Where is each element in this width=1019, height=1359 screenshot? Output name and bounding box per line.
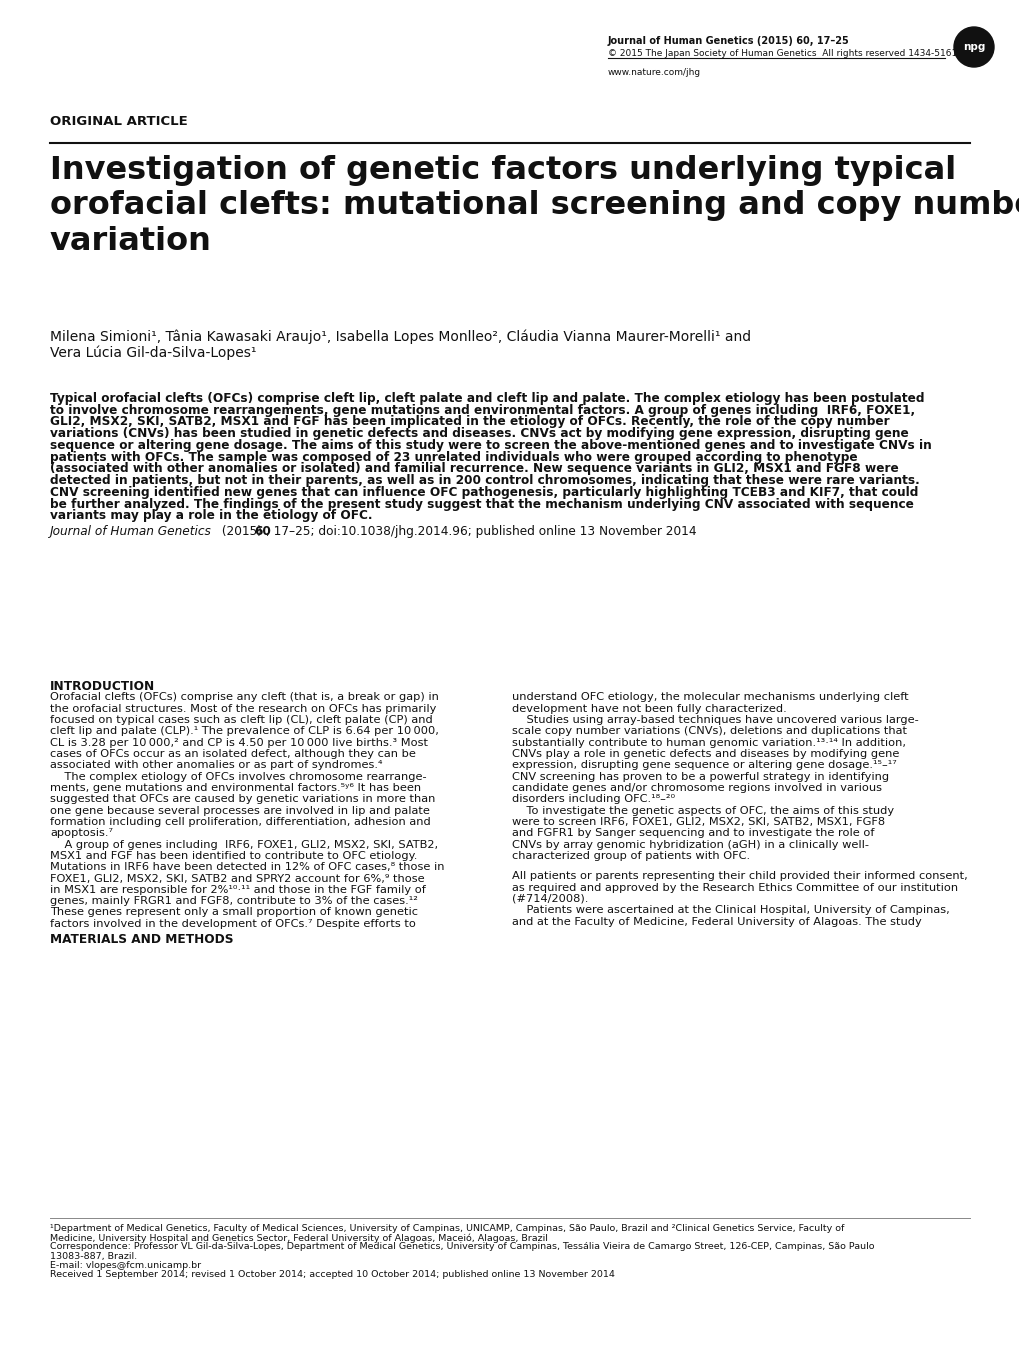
Text: Typical orofacial clefts (OFCs) comprise cleft lip, cleft palate and cleft lip a: Typical orofacial clefts (OFCs) comprise… (50, 391, 923, 405)
Text: formation including cell proliferation, differentiation, adhesion and: formation including cell proliferation, … (50, 817, 430, 826)
Text: and at the Faculty of Medicine, Federal University of Alagoas. The study: and at the Faculty of Medicine, Federal … (512, 916, 921, 927)
Text: understand OFC etiology, the molecular mechanisms underlying cleft: understand OFC etiology, the molecular m… (512, 693, 908, 703)
Text: These genes represent only a small proportion of known genetic: These genes represent only a small propo… (50, 908, 418, 917)
Text: patients with OFCs. The sample was composed of 23 unrelated individuals who were: patients with OFCs. The sample was compo… (50, 451, 857, 463)
Text: All patients or parents representing their child provided their informed consent: All patients or parents representing the… (512, 871, 967, 881)
Text: 60: 60 (254, 525, 271, 538)
Text: disorders including OFC.¹⁸–²⁰: disorders including OFC.¹⁸–²⁰ (512, 794, 675, 805)
Text: Medicine, University Hospital and Genetics Sector, Federal University of Alagoas: Medicine, University Hospital and Geneti… (50, 1233, 547, 1242)
Text: cleft lip and palate (CLP).¹ The prevalence of CLP is 6.64 per 10 000,: cleft lip and palate (CLP).¹ The prevale… (50, 727, 438, 737)
Text: Studies using array-based techniques have uncovered various large-: Studies using array-based techniques hav… (512, 715, 918, 726)
Text: expression, disrupting gene sequence or altering gene dosage.¹⁵–¹⁷: expression, disrupting gene sequence or … (512, 760, 896, 771)
Text: variants may play a role in the etiology of OFC.: variants may play a role in the etiology… (50, 510, 372, 522)
Text: GLI2, MSX2, SKI, SATB2, MSX1 and FGF has been implicated in the etiology of OFCs: GLI2, MSX2, SKI, SATB2, MSX1 and FGF has… (50, 416, 889, 428)
Text: MATERIALS AND METHODS: MATERIALS AND METHODS (50, 934, 233, 946)
Text: were to screen IRF6, FOXE1, GLI2, MSX2, SKI, SATB2, MSX1, FGF8: were to screen IRF6, FOXE1, GLI2, MSX2, … (512, 817, 884, 826)
Text: The complex etiology of OFCs involves chromosome rearrange-: The complex etiology of OFCs involves ch… (50, 772, 426, 781)
Text: associated with other anomalies or as part of syndromes.⁴: associated with other anomalies or as pa… (50, 760, 382, 771)
Text: ORIGINAL ARTICLE: ORIGINAL ARTICLE (50, 116, 187, 128)
Text: Journal of Human Genetics (2015) 60, 17–25: Journal of Human Genetics (2015) 60, 17–… (607, 35, 849, 46)
Text: (2015): (2015) (218, 525, 266, 538)
Text: apoptosis.⁷: apoptosis.⁷ (50, 828, 113, 839)
Text: be further analyzed. The findings of the present study suggest that the mechanis: be further analyzed. The findings of the… (50, 497, 913, 511)
Text: development have not been fully characterized.: development have not been fully characte… (512, 704, 786, 713)
Text: To investigate the genetic aspects of OFC, the aims of this study: To investigate the genetic aspects of OF… (512, 806, 894, 815)
Text: ¹Department of Medical Genetics, Faculty of Medical Sciences, University of Camp: ¹Department of Medical Genetics, Faculty… (50, 1224, 844, 1233)
Text: , 17–25; doi:10.1038/jhg.2014.96; published online 13 November 2014: , 17–25; doi:10.1038/jhg.2014.96; publis… (266, 525, 696, 538)
Text: FOXE1, GLI2, MSX2, SKI, SATB2 and SPRY2 account for 6%,⁹ those: FOXE1, GLI2, MSX2, SKI, SATB2 and SPRY2 … (50, 874, 424, 883)
Text: CNVs by array genomic hybridization (aGH) in a clinically well-: CNVs by array genomic hybridization (aGH… (512, 840, 868, 849)
Text: E-mail: vlopes@fcm.unicamp.br: E-mail: vlopes@fcm.unicamp.br (50, 1261, 201, 1269)
Text: CNVs play a role in genetic defects and diseases by modifying gene: CNVs play a role in genetic defects and … (512, 749, 899, 760)
Text: CNV screening identified new genes that can influence OFC pathogenesis, particul: CNV screening identified new genes that … (50, 487, 917, 499)
Text: npg: npg (962, 42, 984, 52)
Text: 13083-887, Brazil.: 13083-887, Brazil. (50, 1252, 137, 1261)
Text: © 2015 The Japan Society of Human Genetics  All rights reserved 1434-5161/15: © 2015 The Japan Society of Human Geneti… (607, 49, 971, 58)
Text: CNV screening has proven to be a powerful strategy in identifying: CNV screening has proven to be a powerfu… (512, 772, 889, 781)
Text: in MSX1 are responsible for 2%¹⁰·¹¹ and those in the FGF family of: in MSX1 are responsible for 2%¹⁰·¹¹ and … (50, 885, 426, 894)
Text: sequence or altering gene dosage. The aims of this study were to screen the abov: sequence or altering gene dosage. The ai… (50, 439, 930, 453)
Text: characterized group of patients with OFC.: characterized group of patients with OFC… (512, 851, 749, 860)
Text: Orofacial clefts (OFCs) comprise any cleft (that is, a break or gap) in: Orofacial clefts (OFCs) comprise any cle… (50, 693, 438, 703)
Text: candidate genes and/or chromosome regions involved in various: candidate genes and/or chromosome region… (512, 783, 881, 792)
Text: Mutations in IRF6 have been detected in 12% of OFC cases,⁸ those in: Mutations in IRF6 have been detected in … (50, 862, 444, 872)
Text: as required and approved by the Research Ethics Committee of our institution: as required and approved by the Research… (512, 882, 957, 893)
Text: (associated with other anomalies or isolated) and familial recurrence. New seque: (associated with other anomalies or isol… (50, 462, 898, 476)
Text: and FGFR1 by Sanger sequencing and to investigate the role of: and FGFR1 by Sanger sequencing and to in… (512, 828, 873, 839)
Text: INTRODUCTION: INTRODUCTION (50, 680, 155, 693)
Circle shape (953, 27, 994, 67)
Text: substantially contribute to human genomic variation.¹³·¹⁴ In addition,: substantially contribute to human genomi… (512, 738, 905, 747)
Text: Received 1 September 2014; revised 1 October 2014; accepted 10 October 2014; pub: Received 1 September 2014; revised 1 Oct… (50, 1269, 614, 1279)
Text: www.nature.com/jhg: www.nature.com/jhg (607, 68, 700, 77)
Text: A group of genes including  IRF6, FOXE1, GLI2, MSX2, SKI, SATB2,: A group of genes including IRF6, FOXE1, … (50, 840, 438, 849)
Text: the orofacial structures. Most of the research on OFCs has primarily: the orofacial structures. Most of the re… (50, 704, 436, 713)
Text: cases of OFCs occur as an isolated defect, although they can be: cases of OFCs occur as an isolated defec… (50, 749, 416, 760)
Text: one gene because several processes are involved in lip and palate: one gene because several processes are i… (50, 806, 429, 815)
Text: Investigation of genetic factors underlying typical
orofacial clefts: mutational: Investigation of genetic factors underly… (50, 155, 1019, 257)
Text: (#714/2008).: (#714/2008). (512, 894, 588, 904)
Text: Patients were ascertained at the Clinical Hospital, University of Campinas,: Patients were ascertained at the Clinica… (512, 905, 949, 915)
Text: factors involved in the development of OFCs.⁷ Despite efforts to: factors involved in the development of O… (50, 919, 416, 928)
Text: variations (CNVs) has been studied in genetic defects and diseases. CNVs act by : variations (CNVs) has been studied in ge… (50, 427, 908, 440)
Text: Journal of Human Genetics: Journal of Human Genetics (50, 525, 212, 538)
Text: genes, mainly FRGR1 and FGF8, contribute to 3% of the cases.¹²: genes, mainly FRGR1 and FGF8, contribute… (50, 896, 418, 906)
Text: Vera Lúcia Gil-da-Silva-Lopes¹: Vera Lúcia Gil-da-Silva-Lopes¹ (50, 345, 256, 360)
Text: focused on typical cases such as cleft lip (CL), cleft palate (CP) and: focused on typical cases such as cleft l… (50, 715, 432, 726)
Text: scale copy number variations (CNVs), deletions and duplications that: scale copy number variations (CNVs), del… (512, 727, 906, 737)
Text: MSX1 and FGF has been identified to contribute to OFC etiology.: MSX1 and FGF has been identified to cont… (50, 851, 417, 860)
Text: suggested that OFCs are caused by genetic variations in more than: suggested that OFCs are caused by geneti… (50, 794, 435, 805)
Text: Milena Simioni¹, Tânia Kawasaki Araujo¹, Isabella Lopes Monlleo², Cláudia Vianna: Milena Simioni¹, Tânia Kawasaki Araujo¹,… (50, 330, 750, 344)
Text: to involve chromosome rearrangements, gene mutations and environmental factors. : to involve chromosome rearrangements, ge… (50, 404, 914, 417)
Text: CL is 3.28 per 10 000,² and CP is 4.50 per 10 000 live births.³ Most: CL is 3.28 per 10 000,² and CP is 4.50 p… (50, 738, 428, 747)
Text: ments, gene mutations and environmental factors.⁵ʸ⁶ It has been: ments, gene mutations and environmental … (50, 783, 421, 792)
Text: Correspondence: Professor VL Gil-da-Silva-Lopes, Department of Medical Genetics,: Correspondence: Professor VL Gil-da-Silv… (50, 1242, 873, 1252)
Text: detected in patients, but not in their parents, as well as in 200 control chromo: detected in patients, but not in their p… (50, 474, 919, 488)
